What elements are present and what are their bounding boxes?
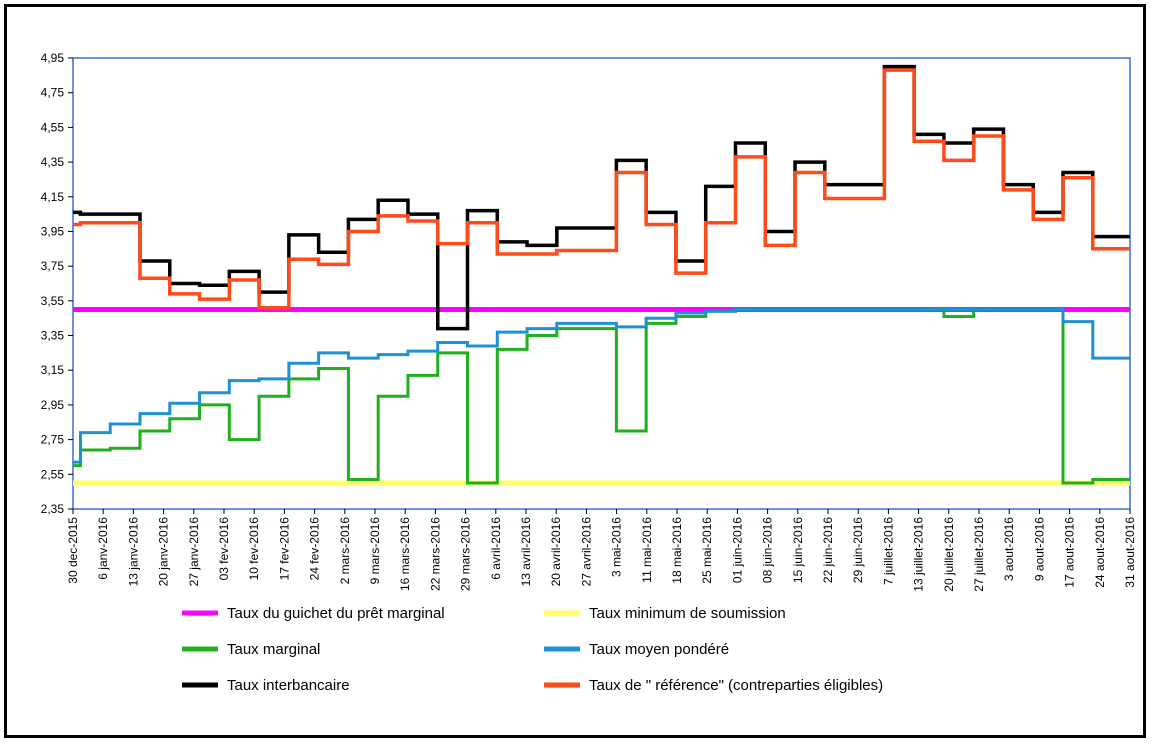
x-tick-label: 10 fev-2016 (247, 517, 261, 581)
y-tick-label: 4,75 (41, 86, 65, 100)
series-line-4 (73, 64, 1130, 331)
x-tick-label: 6 janv-2016 (96, 517, 110, 580)
series-line-2 (73, 308, 1130, 485)
chart-frame (4, 4, 1146, 738)
y-tick-label: 3,55 (41, 294, 65, 308)
x-tick-label: 6 avril-2016 (489, 517, 503, 580)
legend-label-0: Taux du guichet du prêt marginal (227, 605, 445, 622)
series-line-3 (73, 308, 1130, 464)
x-tick-label: 27 janv-2016 (187, 517, 201, 587)
x-tick-label: 22 juin-2016 (821, 517, 835, 583)
legend-label-2: Taux marginal (227, 641, 320, 658)
x-tick-label: 29 juin-2016 (851, 517, 865, 583)
x-tick-label: 2 mars-2016 (338, 517, 352, 585)
plot-area (72, 57, 1131, 510)
x-tick-label: 15 juin-2016 (791, 517, 805, 583)
x-tick-label: 24 fev-2016 (308, 517, 322, 581)
x-tick-label: 3 aout-2016 (1002, 517, 1016, 581)
y-tick-label: 2,75 (41, 433, 65, 447)
series-lines (73, 64, 1130, 486)
x-tick-label: 13 avril-2016 (519, 517, 533, 587)
x-tick-label: 24 aout-2016 (1093, 517, 1107, 588)
x-tick-label: 13 janv-2016 (126, 517, 140, 587)
y-tick-label: 2,95 (41, 398, 65, 412)
y-axis: 4,95 4,75 4,55 4,35 4,15 3,95 3,75 3,55 3,35 3,15… (41, 51, 73, 516)
y-tick-label: 2,35 (41, 502, 65, 516)
legend-label-4: Taux interbancaire (227, 677, 350, 694)
x-tick-label: 27 juillet-2016 (972, 517, 986, 592)
x-tick-label: 22 mars-2016 (428, 517, 442, 591)
legend-label-1: Taux minimum de soumission (589, 605, 786, 622)
y-tick-label: 3,75 (41, 259, 65, 273)
x-tick-label: 17 fev-2016 (277, 517, 291, 581)
y-tick-label: 4,15 (41, 190, 65, 204)
x-tick-label: 11 mai-2016 (640, 517, 654, 583)
y-tick-label: 3,35 (41, 329, 65, 343)
x-tick-label: 01 juin-2016 (730, 517, 744, 583)
x-tick-label: 08 juin-2016 (761, 517, 775, 583)
x-tick-label: 27 avril-2016 (579, 517, 593, 587)
x-tick-label: 20 janv-2016 (157, 517, 171, 587)
series-line-5 (73, 68, 1130, 310)
x-tick-label: 20 juillet-2016 (942, 517, 956, 592)
x-tick-label: 9 aout-2016 (1032, 517, 1046, 581)
x-tick-label: 20 avril-2016 (549, 517, 563, 587)
x-tick-label: 7 juillet-2016 (881, 517, 895, 585)
x-tick-label: 25 mai-2016 (700, 517, 714, 584)
x-tick-label: 30 dec-2015 (66, 517, 80, 584)
legend-label-5: Taux de " référence" (contreparties élig… (589, 677, 883, 694)
y-tick-label: 2,55 (41, 467, 65, 481)
x-tick-label: 18 mai-2016 (670, 517, 684, 584)
x-tick-label: 03 fev-2016 (217, 517, 231, 581)
legend-label-3: Taux moyen pondéré (589, 641, 729, 658)
y-tick-label: 4,95 (41, 51, 65, 65)
x-axis: 30 dec-2015 6 janv-2016 13 janv-2016 20 jan… (66, 509, 1137, 592)
y-tick-label: 4,35 (41, 155, 65, 169)
x-tick-label: 17 aout-2016 (1063, 517, 1077, 588)
x-tick-label: 3 mai-2016 (610, 517, 624, 577)
x-tick-label: 16 mars-2016 (398, 517, 412, 591)
x-tick-label: 9 mars-2016 (368, 517, 382, 585)
y-tick-label: 3,95 (41, 224, 65, 238)
plot-border (72, 57, 1131, 510)
y-tick-label: 3,15 (41, 363, 65, 377)
x-tick-label: 29 mars-2016 (459, 517, 473, 591)
legend: Taux du guichet du prêt marginal Taux min… (182, 605, 883, 694)
x-tick-label: 13 juillet-2016 (912, 517, 926, 592)
y-tick-label: 4,55 (41, 120, 65, 134)
x-tick-label: 31 aout-2016 (1123, 517, 1137, 588)
